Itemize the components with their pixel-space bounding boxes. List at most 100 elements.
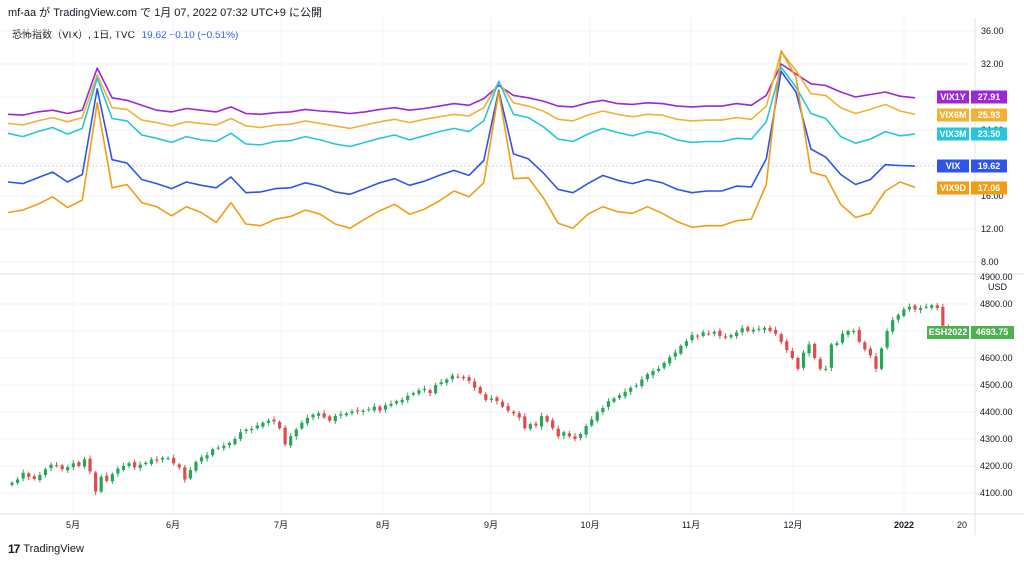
candle-body	[71, 463, 75, 468]
candle-body	[590, 419, 594, 426]
candle-body	[913, 305, 917, 310]
candle-body	[534, 423, 538, 426]
candle-body	[10, 482, 14, 485]
candle-body	[400, 399, 404, 403]
candle-body	[879, 348, 884, 369]
candle-body	[261, 422, 265, 427]
candle-body	[768, 327, 772, 331]
candle-body	[27, 473, 31, 477]
vix-series-lines	[7, 49, 916, 229]
candle-body	[484, 394, 488, 400]
candle-body	[640, 379, 644, 387]
candle-body	[54, 465, 59, 467]
candle-body	[500, 401, 505, 407]
time-tick-label: 20	[957, 520, 967, 530]
candle-body	[723, 336, 728, 338]
candle-body	[205, 455, 209, 459]
candle-body	[656, 368, 661, 371]
time-tick-label: 12月	[783, 520, 802, 530]
es-tick-label: 4200.00	[980, 461, 1013, 471]
series-line-vix6m	[7, 50, 916, 130]
candle-body	[138, 464, 142, 468]
candle-body	[305, 417, 310, 424]
candle-body	[662, 362, 666, 368]
footer-brand-text: TradingView	[23, 543, 84, 555]
candle-body	[272, 419, 276, 422]
candle-body	[634, 385, 638, 387]
badge-series-name: VIX1Y	[940, 92, 966, 102]
badge-value-bg	[971, 159, 1007, 173]
candle-body	[801, 352, 806, 368]
es-candles	[10, 302, 951, 495]
candle-body	[751, 329, 755, 332]
candle-body	[149, 459, 153, 464]
es-unit-label: USD	[988, 282, 1008, 292]
candle-body	[712, 331, 716, 334]
time-tick-label: 5月	[66, 520, 80, 530]
candle-body	[473, 381, 477, 388]
candle-body	[601, 407, 605, 412]
candle-body	[718, 330, 722, 336]
candle-body	[562, 432, 566, 436]
candle-body	[49, 464, 53, 469]
candle-body	[283, 427, 287, 445]
candle-body	[383, 405, 388, 410]
candle-body	[762, 327, 767, 330]
candle-body	[829, 344, 833, 368]
candle-body	[367, 409, 371, 411]
badge-value: 27.91	[978, 92, 1001, 102]
es-tick-label: 4300.00	[980, 434, 1013, 444]
candle-body	[528, 424, 532, 429]
candle-body	[32, 476, 36, 479]
candle-body	[617, 395, 622, 398]
candle-body	[807, 344, 811, 354]
last-value-badges: VIX1Y 27.91 VIX6M 25.93 VIX3M 23.50 VIX 19.62 VI…	[927, 90, 1014, 339]
candle-body	[478, 387, 482, 394]
candle-body	[99, 476, 103, 492]
candle-body	[211, 449, 215, 456]
badge-series-name: VIX3M	[939, 129, 966, 139]
candle-body	[222, 445, 226, 449]
time-tick-label: 6月	[166, 520, 180, 530]
candle-body	[846, 331, 850, 335]
es-tick-label: 4100.00	[980, 488, 1013, 498]
candle-body	[512, 411, 516, 414]
candle-body	[891, 320, 895, 332]
candle-body	[651, 370, 655, 376]
candle-body	[573, 436, 577, 439]
candle-body	[121, 466, 126, 470]
candle-body	[506, 406, 510, 411]
candle-body	[551, 420, 555, 429]
time-tick-label: 11月	[682, 520, 700, 530]
badge-name-bg	[937, 159, 969, 173]
candle-body	[144, 462, 148, 465]
es-tick-label: 4600.00	[980, 353, 1013, 363]
candle-body	[172, 457, 176, 464]
candle-body	[250, 428, 254, 431]
candle-body	[155, 459, 159, 461]
badge-value-bg	[971, 127, 1007, 141]
footer-brand[interactable]: 17 TradingView	[8, 542, 84, 556]
candle-body	[818, 359, 822, 369]
candle-body	[266, 420, 271, 423]
candle-body	[133, 462, 137, 468]
candle-body	[434, 385, 438, 394]
candle-body	[372, 406, 376, 411]
candle-body	[556, 428, 560, 437]
time-tick-label: 8月	[376, 520, 390, 530]
candle-body	[199, 457, 204, 462]
badge-name-bg	[937, 181, 969, 195]
candle-body	[701, 332, 705, 336]
candle-body	[294, 429, 298, 437]
candle-body	[924, 306, 928, 308]
vix-tick-label: 8.00	[981, 257, 999, 267]
candle-body	[539, 416, 544, 427]
badge-name-bg	[937, 108, 969, 122]
candle-body	[428, 390, 432, 394]
candle-body	[517, 413, 521, 418]
candle-body	[350, 411, 354, 414]
candle-body	[852, 331, 856, 332]
candle-body	[930, 305, 934, 308]
series-line-vix3m	[7, 66, 916, 148]
